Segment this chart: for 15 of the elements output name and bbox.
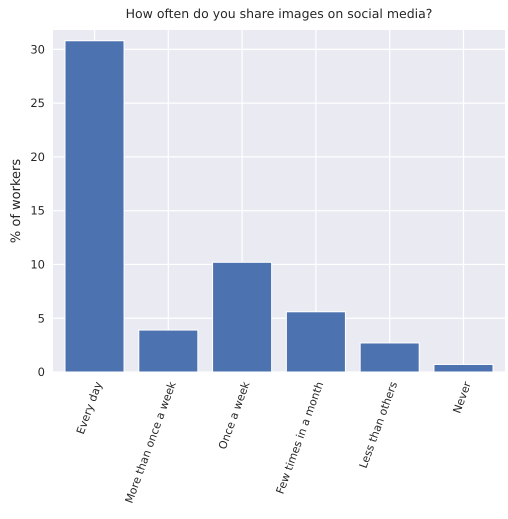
y-tick-label: 15: [30, 204, 45, 218]
x-tick-label: Every day: [74, 379, 106, 436]
x-tick-label: More than once a week: [122, 379, 179, 506]
y-tick-label: 25: [30, 96, 45, 110]
x-tick-label: Once a week: [216, 379, 253, 452]
y-tick-label: 0: [38, 365, 45, 380]
y-tick-label: 10: [30, 257, 45, 272]
x-tick-label: Few times in a month: [274, 380, 326, 496]
y-tick-label: 20: [30, 150, 45, 164]
y-tick-label: 30: [30, 42, 45, 56]
chart-title: How often do you share images on social media?: [126, 6, 432, 21]
y-axis-title: % of workers: [9, 158, 24, 244]
x-tick-label: Never: [450, 379, 474, 416]
x-tick-label: Less than others: [356, 380, 400, 470]
y-tick-label: 5: [38, 311, 45, 326]
